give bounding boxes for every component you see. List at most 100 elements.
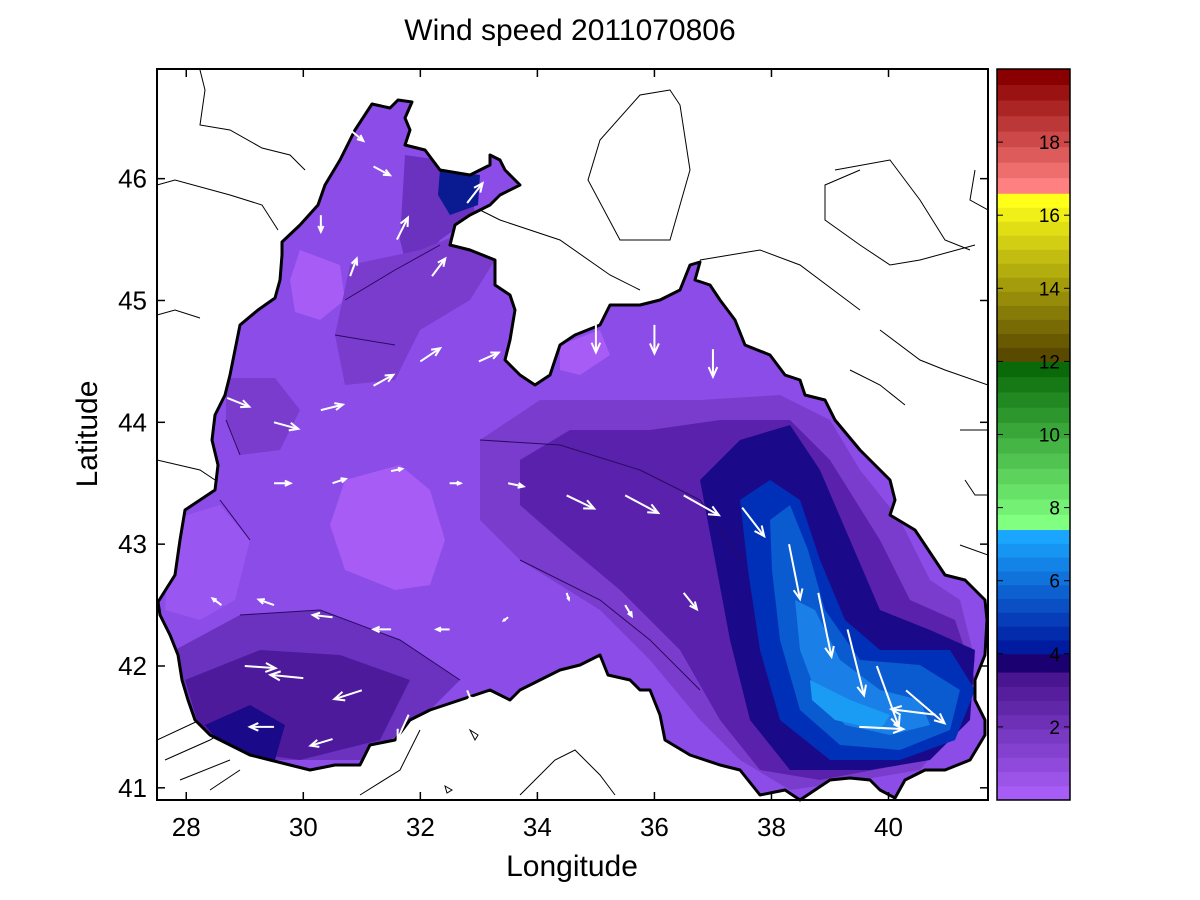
- colorbar-swatch: [997, 84, 1070, 101]
- colorbar-swatch: [997, 700, 1070, 716]
- wind-vector: [396, 714, 410, 742]
- y-tick-label: 42: [118, 651, 147, 681]
- wind-vector: [501, 616, 509, 623]
- speed-contour-band: [290, 250, 345, 320]
- x-tick-label: 30: [289, 812, 318, 842]
- colorbar-swatch: [997, 584, 1070, 600]
- colorbar-swatch: [997, 131, 1070, 148]
- colorbar-swatch: [997, 305, 1070, 320]
- colorbar-swatch: [997, 557, 1070, 572]
- x-tick-label: 36: [640, 812, 669, 842]
- speed-contour-band: [226, 378, 300, 455]
- y-tick-label: 41: [118, 773, 147, 803]
- wind-vector: [788, 543, 804, 602]
- wind-vector: [317, 215, 325, 235]
- colorbar-swatch: [997, 235, 1070, 250]
- colorbar-tick-label: 6: [1049, 572, 1060, 593]
- colorbar-swatch: [997, 177, 1070, 194]
- coastline: [156, 98, 989, 802]
- wind-vector: [888, 705, 936, 716]
- wind-vector: [396, 215, 410, 241]
- colorbar-swatch: [997, 728, 1070, 744]
- colorbar-swatch: [997, 376, 1070, 393]
- wind-vector: [226, 397, 252, 409]
- speed-contour-band: [438, 170, 480, 215]
- colorbar-tick-label: 14: [1039, 279, 1061, 300]
- speed-contour-band: [335, 230, 495, 385]
- wind-vector: [433, 626, 450, 633]
- wind-vector: [308, 738, 333, 748]
- wind-vector: [683, 494, 722, 517]
- x-tick-label: 32: [406, 812, 435, 842]
- contour-line: [334, 244, 441, 346]
- wind-vector: [817, 592, 835, 660]
- colorbar-swatch: [997, 207, 1070, 222]
- wind-vector: [590, 324, 602, 355]
- colorbar-swatch: [997, 115, 1070, 132]
- wind-vector: [390, 466, 405, 473]
- wind-vector: [332, 477, 349, 485]
- wind-vector: [247, 722, 275, 732]
- wind-vector: [846, 629, 867, 698]
- x-axis-label: Longitude: [506, 850, 638, 883]
- colorbar-tick-label: 18: [1039, 133, 1060, 154]
- colorbar-swatch: [997, 639, 1070, 655]
- colorbar-swatch: [997, 333, 1070, 348]
- colorbar-swatch: [997, 785, 1070, 801]
- colorbar-swatch: [997, 743, 1070, 758]
- x-tick-label: 28: [172, 812, 201, 842]
- wind-vector: [256, 598, 275, 607]
- colorbar-swatch: [997, 483, 1070, 500]
- colorbar-tick-label: 8: [1049, 499, 1060, 520]
- colorbar-swatch: [997, 672, 1070, 687]
- wind-vector: [707, 349, 719, 380]
- colorbar-swatch: [997, 686, 1070, 702]
- wind-vector: [449, 480, 464, 486]
- colorbar-swatch: [997, 653, 1070, 673]
- speed-contour-band: [165, 505, 250, 620]
- wind-vector: [320, 402, 346, 412]
- colorbar-swatch: [997, 146, 1070, 163]
- wind-vector: [466, 689, 473, 704]
- wind-vector: [274, 479, 293, 487]
- wind-vector: [905, 689, 947, 725]
- y-tick-label: 46: [118, 164, 147, 194]
- speed-contour-band: [560, 330, 610, 375]
- colorbar-swatch: [997, 319, 1070, 334]
- wind-vector: [624, 494, 661, 515]
- speed-contour-band: [335, 505, 395, 560]
- wind-vector: [349, 256, 359, 277]
- wind-vector: [244, 662, 279, 673]
- y-axis: 41 42 43 44 45 46: [118, 164, 988, 803]
- colorbar-swatch: [997, 100, 1070, 117]
- colorbar-swatch: [997, 407, 1070, 424]
- colorbar-swatch: [997, 291, 1070, 306]
- colorbar-swatch: [997, 361, 1070, 378]
- colorbar-swatch: [997, 771, 1070, 787]
- wind-vector: [431, 256, 447, 277]
- colorbar-swatch: [997, 514, 1070, 531]
- contour-line: [219, 419, 251, 541]
- wind-vector: [624, 604, 634, 619]
- contour-line: [519, 559, 701, 691]
- wind-vector: [565, 592, 571, 602]
- wind-vector: [419, 346, 443, 363]
- colorbar-swatch: [997, 193, 1070, 208]
- x-axis: 28 30 32 34 36 38 40: [172, 69, 903, 842]
- chart-title: Wind speed 2011070806: [404, 14, 735, 47]
- colorbar-swatch: [997, 453, 1070, 469]
- colorbar-tick-label: 10: [1039, 426, 1060, 447]
- colorbar-swatch: [997, 757, 1070, 773]
- wind-vector: [682, 592, 699, 612]
- colorbar-swatch: [997, 249, 1070, 264]
- colorbar-swatch: [997, 69, 1070, 86]
- colorbar-swatch: [997, 221, 1070, 236]
- x-tick-label: 38: [757, 812, 786, 842]
- colorbar-swatch: [997, 714, 1070, 730]
- wind-vector: [210, 597, 222, 606]
- colorbar-tick-label: 16: [1039, 206, 1060, 227]
- wind-vector: [478, 351, 501, 363]
- colorbar-swatch: [997, 498, 1070, 515]
- colorbar-swatch: [997, 543, 1070, 558]
- colorbar-swatch: [997, 263, 1070, 278]
